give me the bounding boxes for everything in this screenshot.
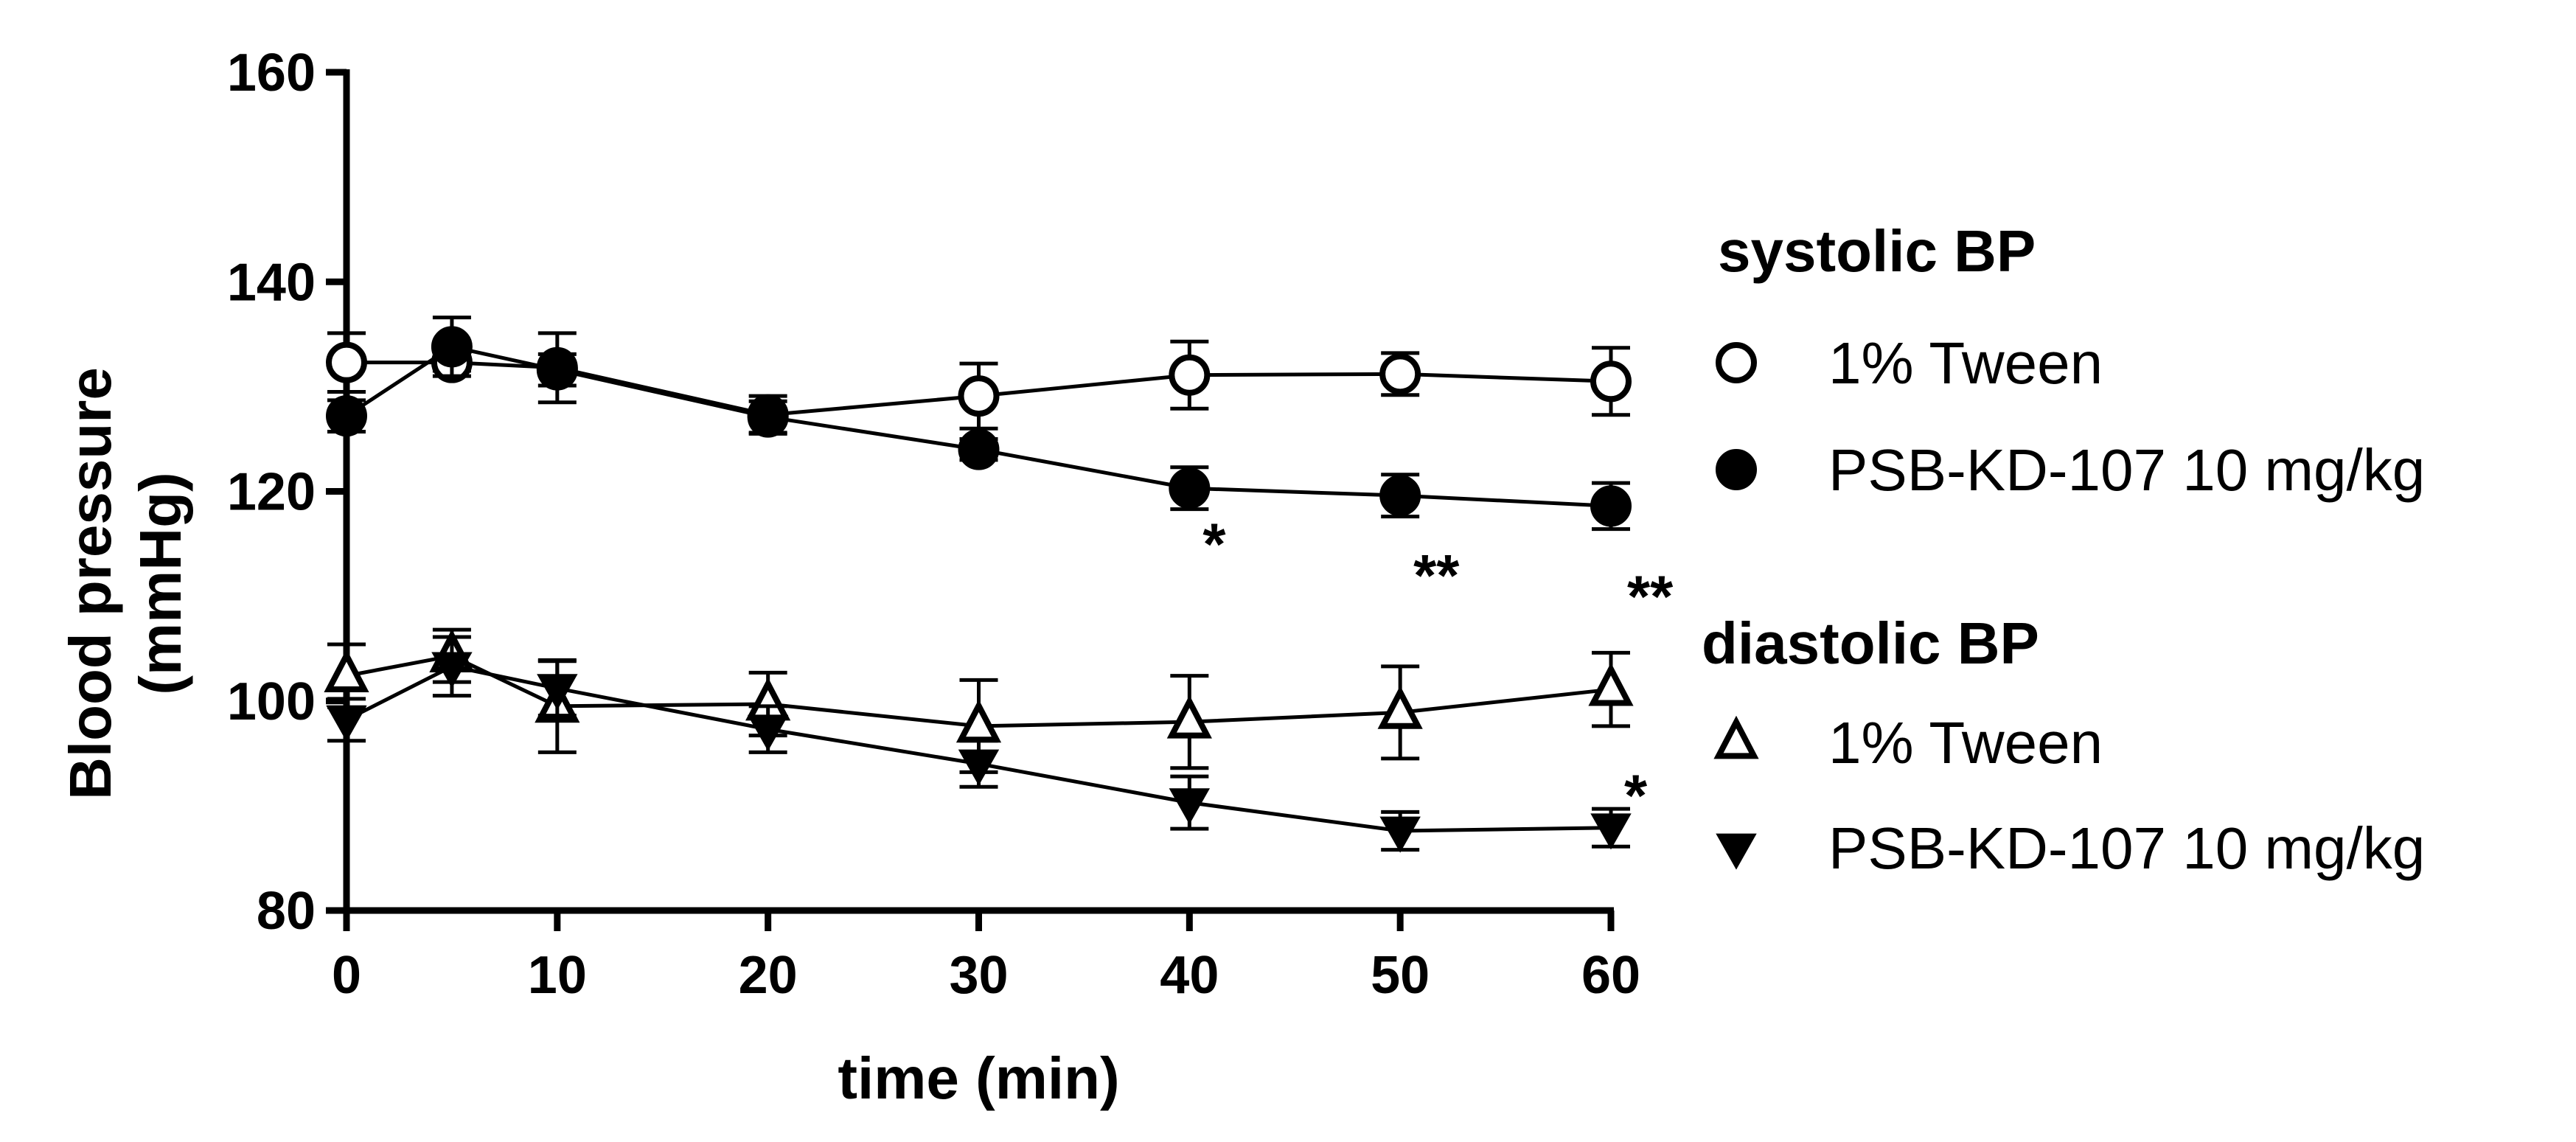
x-tick-label: 10 (528, 946, 587, 1005)
significance-mark: ** (1627, 564, 1674, 630)
significance-mark: * (1624, 763, 1648, 829)
x-tick-label: 20 (739, 946, 798, 1005)
data-point (1588, 662, 1634, 706)
data-point (1169, 354, 1211, 396)
data-point (326, 395, 367, 437)
data-point (326, 341, 367, 383)
data-point (1377, 686, 1423, 729)
y-tick-label: 160 (227, 43, 316, 102)
x-tick-label: 40 (1160, 946, 1219, 1005)
y-tick-label: 100 (227, 672, 316, 731)
data-point (747, 396, 789, 438)
data-point (1590, 485, 1632, 527)
data-point (537, 674, 578, 711)
series-0 (326, 331, 1632, 436)
data-point (955, 699, 1002, 743)
legend-marker (1716, 833, 1757, 870)
data-point (324, 649, 369, 693)
x-tick-label: 30 (949, 946, 1008, 1005)
y-axis-title-line: (mmHg) (128, 472, 193, 694)
data-point (958, 428, 1000, 470)
data-point (1379, 353, 1421, 395)
series-1 (326, 316, 1632, 532)
legend-label: PSB-KD-107 10 mg/kg (1828, 815, 2425, 881)
data-point (1379, 475, 1421, 517)
legend-title: systolic BP (1718, 218, 2036, 284)
legend-label: PSB-KD-107 10 mg/kg (1828, 437, 2425, 503)
legend-group-0: systolic BP 1% Tween PSB-KD-107 10 mg/kg (1716, 218, 2425, 503)
data-point (431, 652, 473, 689)
significance-mark: ** (1413, 543, 1460, 608)
data-point (958, 375, 1000, 417)
legend-label: 1% Tween (1828, 330, 2103, 396)
legend-title: diastolic BP (1702, 610, 2039, 676)
data-point (1169, 788, 1211, 825)
legend-marker (1713, 715, 1759, 759)
y-tick-label: 80 (257, 882, 316, 941)
series-3 (326, 635, 1632, 853)
y-tick-label: 140 (227, 253, 316, 312)
data-point (958, 749, 1000, 786)
data-point (1166, 694, 1212, 739)
data-point (326, 705, 367, 742)
data-point (747, 714, 789, 751)
y-axis-title-line: Blood pressure (58, 367, 123, 800)
significance-mark: * (1202, 512, 1226, 577)
legend-marker (1716, 449, 1757, 490)
data-point (431, 326, 473, 368)
data-point (1379, 816, 1421, 853)
legend-marker (1716, 342, 1757, 383)
y-tick-label: 120 (227, 463, 316, 522)
x-tick-label: 60 (1581, 946, 1640, 1005)
x-axis-title: time (min) (838, 1045, 1119, 1111)
series-line (345, 664, 1612, 833)
x-tick-label: 0 (332, 946, 361, 1005)
x-tick-label: 50 (1371, 946, 1430, 1005)
data-point (1590, 361, 1632, 403)
y-axis-title: Blood pressure(mmHg) (58, 367, 193, 800)
data-point (1590, 813, 1632, 850)
data-point (1169, 467, 1211, 509)
legend-label: 1% Tween (1828, 710, 2103, 776)
legend-group-1: diastolic BP 1% Tween PSB-KD-107 10 mg/kg (1702, 610, 2425, 881)
data-point (536, 349, 578, 391)
